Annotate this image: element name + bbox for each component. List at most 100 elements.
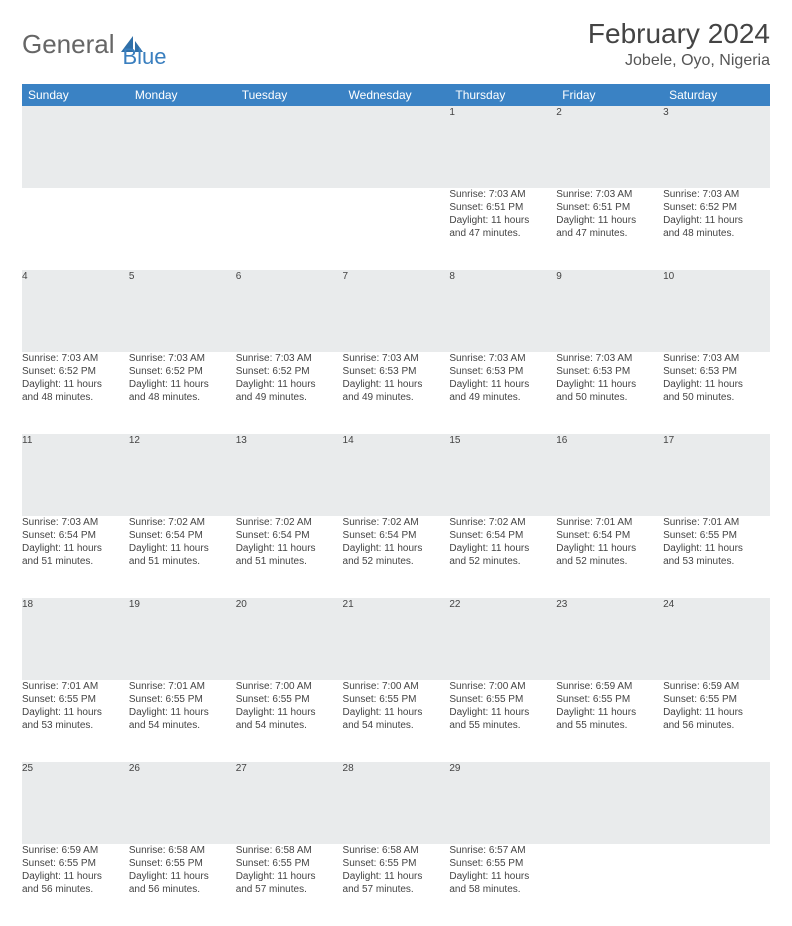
day-header: Tuesday xyxy=(236,84,343,106)
day-cell: Sunrise: 7:02 AMSunset: 6:54 PMDaylight:… xyxy=(449,516,556,598)
daylight-text: and 52 minutes. xyxy=(449,555,556,568)
daylight-text: Daylight: 11 hours xyxy=(236,870,343,883)
daylight-text: Daylight: 11 hours xyxy=(343,542,450,555)
day-number-row: 18192021222324 xyxy=(22,598,770,680)
location: Jobele, Oyo, Nigeria xyxy=(588,52,770,70)
sunrise-text: Sunrise: 7:01 AM xyxy=(556,516,663,529)
day-number: 27 xyxy=(236,762,343,844)
day-number: 10 xyxy=(663,270,770,352)
day-content-row: Sunrise: 7:03 AMSunset: 6:54 PMDaylight:… xyxy=(22,516,770,598)
day-content-row: Sunrise: 7:01 AMSunset: 6:55 PMDaylight:… xyxy=(22,680,770,762)
sunset-text: Sunset: 6:51 PM xyxy=(449,201,556,214)
day-header: Thursday xyxy=(449,84,556,106)
daylight-text: and 47 minutes. xyxy=(556,227,663,240)
day-number: 11 xyxy=(22,434,129,516)
day-number: 26 xyxy=(129,762,236,844)
day-header: Sunday xyxy=(22,84,129,106)
month-title: February 2024 xyxy=(588,18,770,50)
sunset-text: Sunset: 6:54 PM xyxy=(236,529,343,542)
sunset-text: Sunset: 6:52 PM xyxy=(663,201,770,214)
day-number: 1 xyxy=(449,106,556,188)
day-number: 16 xyxy=(556,434,663,516)
sunrise-text: Sunrise: 7:01 AM xyxy=(129,680,236,693)
daylight-text: Daylight: 11 hours xyxy=(236,542,343,555)
daylight-text: Daylight: 11 hours xyxy=(556,214,663,227)
logo-text-blue: Blue xyxy=(123,44,167,70)
sunset-text: Sunset: 6:55 PM xyxy=(343,857,450,870)
sunrise-text: Sunrise: 7:02 AM xyxy=(236,516,343,529)
day-cell: Sunrise: 7:03 AMSunset: 6:51 PMDaylight:… xyxy=(449,188,556,270)
sunrise-text: Sunrise: 7:02 AM xyxy=(343,516,450,529)
day-cell: Sunrise: 7:03 AMSunset: 6:51 PMDaylight:… xyxy=(556,188,663,270)
day-cell: Sunrise: 7:03 AMSunset: 6:53 PMDaylight:… xyxy=(556,352,663,434)
day-number: 21 xyxy=(343,598,450,680)
daylight-text: and 49 minutes. xyxy=(236,391,343,404)
daylight-text: and 48 minutes. xyxy=(663,227,770,240)
day-number: 2 xyxy=(556,106,663,188)
sunset-text: Sunset: 6:55 PM xyxy=(663,693,770,706)
day-cell xyxy=(236,188,343,270)
day-cell: Sunrise: 7:01 AMSunset: 6:55 PMDaylight:… xyxy=(22,680,129,762)
day-cell xyxy=(663,844,770,926)
day-number: 9 xyxy=(556,270,663,352)
day-cell xyxy=(343,188,450,270)
day-cell: Sunrise: 7:02 AMSunset: 6:54 PMDaylight:… xyxy=(129,516,236,598)
sunrise-text: Sunrise: 7:03 AM xyxy=(129,352,236,365)
day-number: 22 xyxy=(449,598,556,680)
day-number-row: 123 xyxy=(22,106,770,188)
day-cell: Sunrise: 7:01 AMSunset: 6:55 PMDaylight:… xyxy=(663,516,770,598)
daylight-text: and 56 minutes. xyxy=(129,883,236,896)
daylight-text: Daylight: 11 hours xyxy=(129,378,236,391)
day-cell: Sunrise: 7:03 AMSunset: 6:52 PMDaylight:… xyxy=(129,352,236,434)
sunset-text: Sunset: 6:55 PM xyxy=(22,857,129,870)
sunset-text: Sunset: 6:52 PM xyxy=(22,365,129,378)
day-cell xyxy=(129,188,236,270)
day-cell: Sunrise: 7:01 AMSunset: 6:54 PMDaylight:… xyxy=(556,516,663,598)
sunrise-text: Sunrise: 6:58 AM xyxy=(236,844,343,857)
day-content-row: Sunrise: 6:59 AMSunset: 6:55 PMDaylight:… xyxy=(22,844,770,926)
daylight-text: Daylight: 11 hours xyxy=(343,706,450,719)
daylight-text: and 49 minutes. xyxy=(449,391,556,404)
daylight-text: and 49 minutes. xyxy=(343,391,450,404)
daylight-text: and 51 minutes. xyxy=(129,555,236,568)
sunset-text: Sunset: 6:53 PM xyxy=(343,365,450,378)
sunrise-text: Sunrise: 7:03 AM xyxy=(663,352,770,365)
sunrise-text: Sunrise: 6:59 AM xyxy=(556,680,663,693)
daylight-text: Daylight: 11 hours xyxy=(449,706,556,719)
sunrise-text: Sunrise: 7:01 AM xyxy=(663,516,770,529)
sunset-text: Sunset: 6:53 PM xyxy=(663,365,770,378)
day-number: 13 xyxy=(236,434,343,516)
day-number: 4 xyxy=(22,270,129,352)
day-number: 20 xyxy=(236,598,343,680)
sunset-text: Sunset: 6:55 PM xyxy=(663,529,770,542)
daylight-text: Daylight: 11 hours xyxy=(343,870,450,883)
sunset-text: Sunset: 6:55 PM xyxy=(236,857,343,870)
day-cell: Sunrise: 7:00 AMSunset: 6:55 PMDaylight:… xyxy=(343,680,450,762)
day-number: 24 xyxy=(663,598,770,680)
daylight-text: and 50 minutes. xyxy=(556,391,663,404)
day-cell: Sunrise: 7:02 AMSunset: 6:54 PMDaylight:… xyxy=(236,516,343,598)
day-number: 18 xyxy=(22,598,129,680)
daylight-text: and 53 minutes. xyxy=(663,555,770,568)
day-header: Monday xyxy=(129,84,236,106)
sunrise-text: Sunrise: 7:02 AM xyxy=(129,516,236,529)
sunset-text: Sunset: 6:53 PM xyxy=(449,365,556,378)
sunrise-text: Sunrise: 6:59 AM xyxy=(22,844,129,857)
sunset-text: Sunset: 6:55 PM xyxy=(236,693,343,706)
daylight-text: and 50 minutes. xyxy=(663,391,770,404)
day-number: 14 xyxy=(343,434,450,516)
daylight-text: and 57 minutes. xyxy=(343,883,450,896)
sunset-text: Sunset: 6:55 PM xyxy=(343,693,450,706)
day-number-row: 2526272829 xyxy=(22,762,770,844)
day-number xyxy=(22,106,129,188)
day-number xyxy=(236,106,343,188)
daylight-text: Daylight: 11 hours xyxy=(556,378,663,391)
daylight-text: and 57 minutes. xyxy=(236,883,343,896)
day-cell: Sunrise: 7:03 AMSunset: 6:52 PMDaylight:… xyxy=(236,352,343,434)
day-cell: Sunrise: 6:57 AMSunset: 6:55 PMDaylight:… xyxy=(449,844,556,926)
day-number: 17 xyxy=(663,434,770,516)
daylight-text: and 48 minutes. xyxy=(129,391,236,404)
sunrise-text: Sunrise: 7:00 AM xyxy=(449,680,556,693)
sunrise-text: Sunrise: 7:03 AM xyxy=(449,352,556,365)
sunset-text: Sunset: 6:53 PM xyxy=(556,365,663,378)
